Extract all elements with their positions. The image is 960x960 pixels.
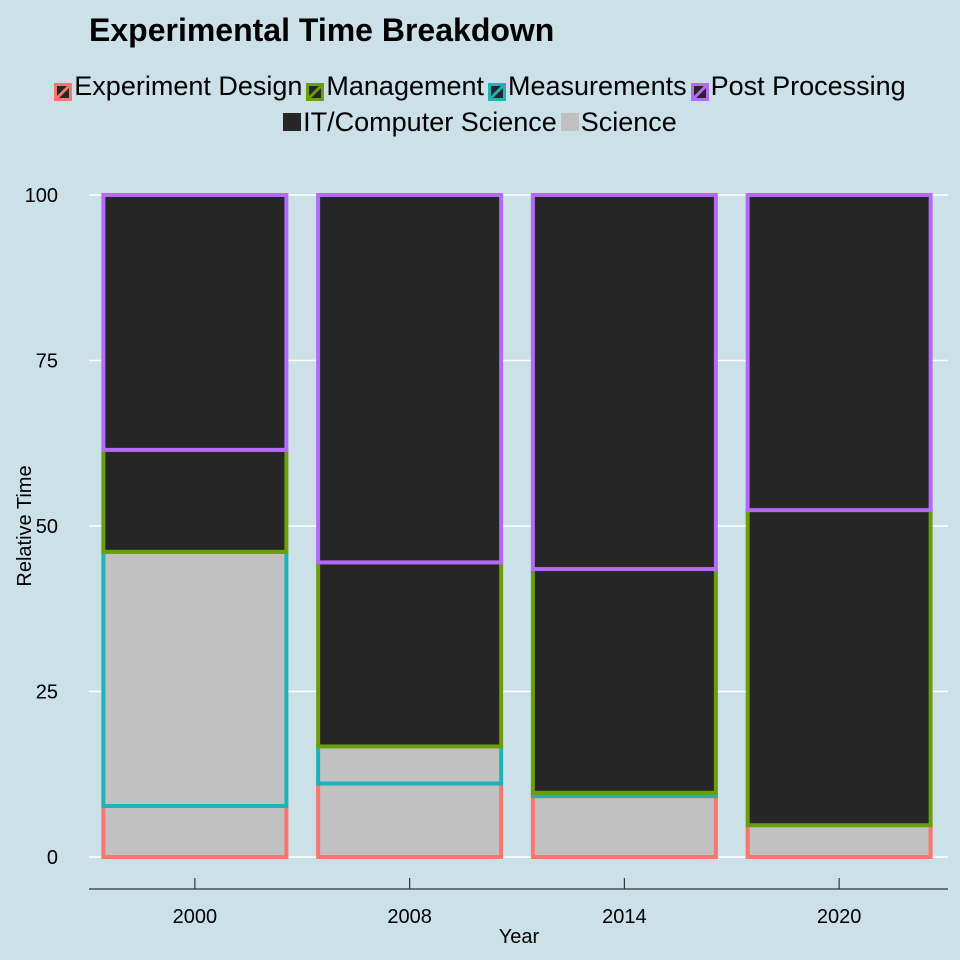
y-tick-label: 25 [36,682,58,704]
legend-label-measurements: Measurements [508,70,687,101]
legend-item-science: Science [560,106,677,138]
legend-item-measurements: Measurements [488,71,687,102]
bar-segment-measurements-2000 [101,549,289,809]
bar-segment-post-processing-2008 [316,193,504,565]
legend-key-science [560,113,579,131]
legend-key-experiment-design [54,77,73,101]
bar-segment-management-2008 [316,560,504,749]
bar-segment-post-processing-2000 [101,193,289,452]
bar-segment-post-processing-2014 [530,193,718,572]
y-tick-label: 0 [47,847,58,869]
legend-row-outline: Experiment Design Management Measurements P… [0,68,960,104]
legend-label-science: Science [580,106,677,137]
y-tick-label: 75 [36,351,58,373]
chart-title: Experimental Time Breakdown [89,12,555,48]
legend-item-management: Management [306,71,484,102]
legend-row-fill: IT/Computer Science Science [0,104,960,140]
bar-segment-measurements-2008 [316,744,504,786]
legend-label-experiment-design: Experiment Design [74,70,303,101]
x-tick-label: 2020 [817,906,862,928]
legend-key-post-processing [690,77,709,101]
bar-segment-experiment-design-2008 [316,781,504,860]
bar-segment-experiment-design-2000 [101,804,289,859]
legend-label-management: Management [326,70,485,101]
x-tick-label: 2000 [173,906,218,928]
bars [101,193,933,860]
legend-item-it-computer-science: IT/Computer Science [283,107,557,138]
legend-key-management [306,77,325,101]
legend-label-post-processing: Post Processing [710,70,906,101]
y-axis-title: Relative Time [14,465,36,586]
legend-item-post-processing: Post Processing [690,70,906,102]
legend: Experiment Design Management Measurements P… [0,68,960,140]
y-tick-label: 100 [25,185,58,207]
bar-segment-experiment-design-2020 [745,823,933,859]
bar-segment-management-2020 [745,508,933,828]
bar-segment-post-processing-2020 [745,193,933,513]
x-axis-title: Year [499,926,540,948]
legend-key-measurements [488,77,507,101]
legend-key-it-computer-science [283,113,302,131]
bar-segment-management-2000 [101,447,289,554]
x-axis: 2000 2008 2014 2020 [89,878,948,928]
legend-item-experiment-design: Experiment Design [54,71,302,102]
y-tick-label: 50 [36,516,58,538]
y-axis: 0 25 50 75 100 [25,185,58,869]
bar-segment-experiment-design-2014 [530,794,718,860]
x-tick-label: 2014 [602,906,647,928]
x-tick-label: 2008 [387,906,432,928]
bar-segment-management-2014 [530,567,718,795]
legend-label-it-computer-science: IT/Computer Science [303,106,557,137]
